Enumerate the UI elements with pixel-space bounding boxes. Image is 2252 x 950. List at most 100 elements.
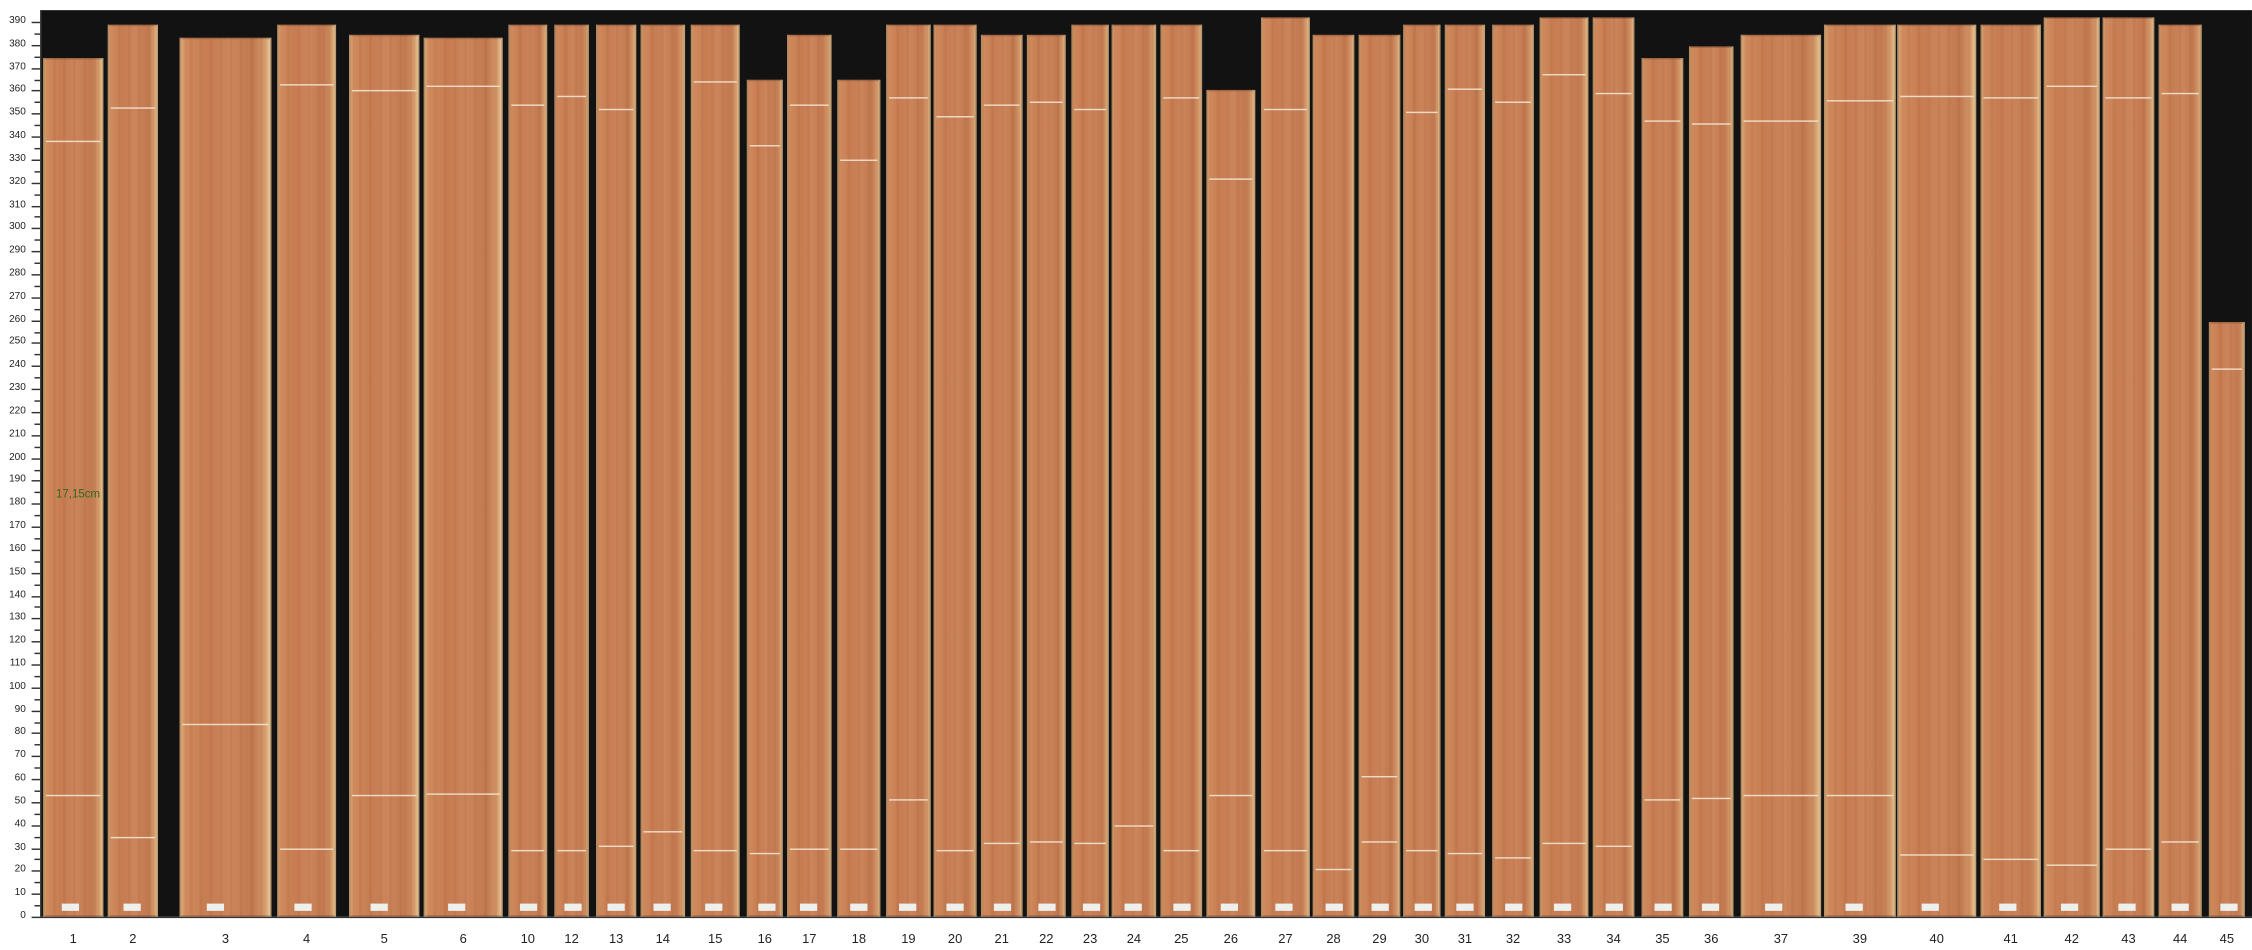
board-number-label: 43 <box>2121 931 2136 946</box>
board-17[interactable] <box>787 35 832 917</box>
board-number-label: 42 <box>2064 931 2079 946</box>
axis-tick <box>34 813 41 815</box>
axis-tick <box>34 905 41 907</box>
board-18[interactable] <box>837 79 881 918</box>
axis-tick-label: 380 <box>9 38 26 50</box>
board-21[interactable] <box>980 35 1023 917</box>
board-number-label: 14 <box>655 931 670 946</box>
barcode-tag <box>705 903 723 911</box>
board-29[interactable] <box>1358 35 1401 917</box>
chalk-mark-line <box>426 792 500 795</box>
board-number-label: 3 <box>221 931 230 946</box>
axis-tick <box>31 893 41 896</box>
board-22[interactable] <box>1026 35 1066 917</box>
board-34[interactable] <box>1592 17 1635 917</box>
chalk-mark-line <box>1406 111 1438 113</box>
axis-tick-label: 80 <box>14 727 26 738</box>
chalk-mark-line <box>1743 120 1819 122</box>
board-33[interactable] <box>1539 17 1589 917</box>
chalk-mark-line <box>1495 856 1531 859</box>
board-24[interactable] <box>1111 24 1157 918</box>
chalk-mark-line <box>749 145 780 148</box>
axis-tick-label: 140 <box>9 589 26 600</box>
axis-tick <box>31 664 41 666</box>
chalk-mark-line <box>749 852 780 854</box>
board-14[interactable] <box>640 24 686 918</box>
barcode-tag <box>122 903 141 911</box>
board-4[interactable] <box>277 24 337 918</box>
board-35[interactable] <box>1641 58 1684 917</box>
board-10[interactable] <box>508 24 548 918</box>
axis-tick <box>34 606 41 609</box>
axis-tick <box>31 434 41 437</box>
axis-tick-label: 60 <box>14 773 26 784</box>
barcode-tag <box>1221 903 1239 911</box>
board-16[interactable] <box>746 79 783 918</box>
board-42[interactable] <box>2043 17 2100 917</box>
board-44[interactable] <box>2158 24 2202 918</box>
board-number-label: 22 <box>1039 931 1054 946</box>
board-26[interactable] <box>1206 90 1256 917</box>
axis-tick <box>34 583 41 586</box>
board-12[interactable] <box>554 24 589 918</box>
axis-tick <box>34 836 41 838</box>
axis-tick-label: 150 <box>9 566 26 577</box>
axis-tick-label: 360 <box>9 84 26 95</box>
axis-tick <box>34 147 41 150</box>
board-19[interactable] <box>886 24 931 918</box>
board-45[interactable] <box>2208 322 2245 917</box>
board-31[interactable] <box>1444 24 1486 918</box>
chalk-mark-line <box>598 845 634 847</box>
board-number-label: 6 <box>459 931 467 946</box>
chalk-mark-line <box>1826 99 1893 102</box>
chalk-mark-line <box>280 83 334 86</box>
axis-tick-label: 330 <box>9 153 26 164</box>
barcode-tag <box>2060 903 2078 911</box>
axis-tick-label: 120 <box>9 635 26 646</box>
axis-tick-label: 30 <box>14 842 26 853</box>
axis-tick <box>31 388 41 391</box>
axis-tick <box>34 744 41 747</box>
board-2[interactable] <box>107 24 158 918</box>
board-40[interactable] <box>1897 24 1977 918</box>
board-30[interactable] <box>1403 24 1441 918</box>
board-37[interactable] <box>1740 35 1822 917</box>
board-28[interactable] <box>1312 35 1355 917</box>
axis-tick <box>34 423 41 425</box>
chalk-mark-line <box>2046 863 2097 866</box>
chalk-mark-line <box>1743 795 1819 797</box>
board-3[interactable] <box>179 37 272 917</box>
board-number-label: 20 <box>947 931 963 946</box>
barcode-tag <box>61 903 79 911</box>
board-39[interactable] <box>1823 24 1896 918</box>
board-20[interactable] <box>933 24 977 918</box>
barcode-tag <box>850 903 868 911</box>
board-43[interactable] <box>2102 17 2155 917</box>
board-32[interactable] <box>1492 24 1534 918</box>
board-5[interactable] <box>348 35 420 917</box>
axis-tick-label: 260 <box>9 314 26 325</box>
board-number-label: 34 <box>1606 931 1621 946</box>
axis-tick <box>34 721 41 724</box>
board-41[interactable] <box>1980 24 2041 918</box>
chalk-mark-line <box>2161 92 2199 95</box>
barcode-tag <box>946 903 964 911</box>
axis-tick <box>31 641 41 643</box>
axis-tick-label: 280 <box>9 268 26 279</box>
barcode-tag <box>653 903 672 911</box>
chalk-mark-line <box>426 85 500 88</box>
board-27[interactable] <box>1260 17 1310 917</box>
board-1[interactable] <box>43 58 104 917</box>
board-25[interactable] <box>1160 24 1203 918</box>
board-number-label: 29 <box>1372 931 1387 946</box>
board-36[interactable] <box>1688 46 1734 917</box>
axis-tick-label: 310 <box>9 199 26 210</box>
board-number-label: 39 <box>1852 931 1868 946</box>
board-6[interactable] <box>423 37 503 917</box>
board-13[interactable] <box>596 24 637 918</box>
board-15[interactable] <box>690 24 740 918</box>
chalk-mark-line <box>45 141 101 143</box>
barcode-tag <box>1456 903 1475 911</box>
axis-tick <box>31 67 41 70</box>
board-23[interactable] <box>1071 24 1109 918</box>
